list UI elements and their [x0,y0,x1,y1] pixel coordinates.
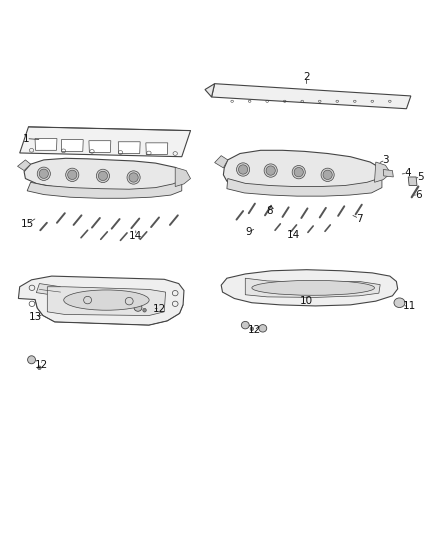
Polygon shape [212,84,411,109]
Text: 12: 12 [153,304,166,314]
Text: 7: 7 [356,214,363,223]
Ellipse shape [37,167,50,180]
Text: 2: 2 [303,72,310,82]
Polygon shape [18,160,31,171]
Text: 3: 3 [382,155,389,165]
Ellipse shape [127,171,140,184]
Polygon shape [18,276,184,325]
Text: 9: 9 [245,227,252,237]
Text: 10: 10 [300,296,313,306]
Polygon shape [223,150,383,190]
Ellipse shape [64,290,149,310]
Polygon shape [118,142,140,154]
Ellipse shape [98,171,107,181]
Text: 11: 11 [403,302,416,311]
Ellipse shape [292,165,305,179]
Text: 6: 6 [415,190,422,199]
Polygon shape [245,278,380,297]
Text: 13: 13 [29,312,42,322]
Ellipse shape [250,327,254,330]
Text: 5: 5 [417,172,424,182]
Polygon shape [35,139,57,150]
Polygon shape [175,167,191,187]
Ellipse shape [28,356,35,364]
Polygon shape [215,156,228,168]
Ellipse shape [237,163,250,176]
Polygon shape [227,177,382,196]
Ellipse shape [294,167,303,177]
Polygon shape [24,158,184,191]
Text: 1: 1 [23,134,30,143]
Ellipse shape [39,169,48,179]
Ellipse shape [239,165,248,174]
Ellipse shape [129,173,138,182]
Ellipse shape [67,170,77,180]
Text: 4: 4 [404,168,411,178]
Ellipse shape [134,304,142,311]
Ellipse shape [38,366,41,370]
Polygon shape [20,127,191,157]
Polygon shape [27,180,182,198]
Ellipse shape [252,280,374,295]
Ellipse shape [266,166,275,175]
Ellipse shape [394,298,405,308]
Text: 8: 8 [266,206,273,215]
Ellipse shape [66,168,79,181]
Text: 14: 14 [287,230,300,239]
Ellipse shape [259,325,267,332]
Polygon shape [374,162,391,182]
Ellipse shape [143,308,146,312]
Ellipse shape [321,168,334,181]
Polygon shape [146,143,168,155]
Polygon shape [89,141,111,152]
Text: 14: 14 [129,231,142,240]
Polygon shape [36,284,60,296]
Text: 15: 15 [21,219,34,229]
Polygon shape [47,287,166,316]
Polygon shape [408,177,417,185]
Polygon shape [205,84,215,97]
Text: 12: 12 [35,360,48,370]
Ellipse shape [96,169,110,182]
Polygon shape [221,270,398,306]
Text: 12: 12 [247,326,261,335]
Ellipse shape [323,170,332,180]
Ellipse shape [264,164,277,177]
Ellipse shape [241,321,249,329]
Polygon shape [383,169,393,177]
Polygon shape [61,140,83,151]
